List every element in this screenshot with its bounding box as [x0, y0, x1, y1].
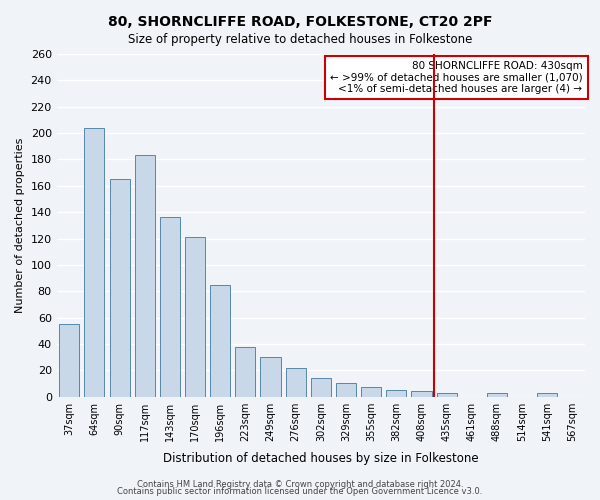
Bar [210, 284, 230, 397]
Bar [487, 392, 507, 396]
Text: Contains HM Land Registry data © Crown copyright and database right 2024.: Contains HM Land Registry data © Crown c… [137, 480, 463, 489]
Bar [185, 237, 205, 396]
Bar [537, 392, 557, 396]
Y-axis label: Number of detached properties: Number of detached properties [15, 138, 25, 313]
Text: Size of property relative to detached houses in Folkestone: Size of property relative to detached ho… [128, 32, 472, 46]
Bar [437, 392, 457, 396]
Bar [235, 346, 256, 397]
Text: 80 SHORNCLIFFE ROAD: 430sqm
← >99% of detached houses are smaller (1,070)
<1% of: 80 SHORNCLIFFE ROAD: 430sqm ← >99% of de… [330, 61, 583, 94]
Text: Contains public sector information licensed under the Open Government Licence v3: Contains public sector information licen… [118, 487, 482, 496]
Bar [260, 357, 281, 397]
Bar [59, 324, 79, 396]
Bar [412, 392, 431, 396]
Bar [361, 388, 381, 396]
X-axis label: Distribution of detached houses by size in Folkestone: Distribution of detached houses by size … [163, 452, 479, 465]
Bar [160, 218, 180, 396]
Bar [110, 179, 130, 396]
Bar [85, 128, 104, 396]
Bar [386, 390, 406, 396]
Text: 80, SHORNCLIFFE ROAD, FOLKESTONE, CT20 2PF: 80, SHORNCLIFFE ROAD, FOLKESTONE, CT20 2… [108, 15, 492, 29]
Bar [336, 384, 356, 396]
Bar [134, 156, 155, 396]
Bar [311, 378, 331, 396]
Bar [286, 368, 306, 396]
